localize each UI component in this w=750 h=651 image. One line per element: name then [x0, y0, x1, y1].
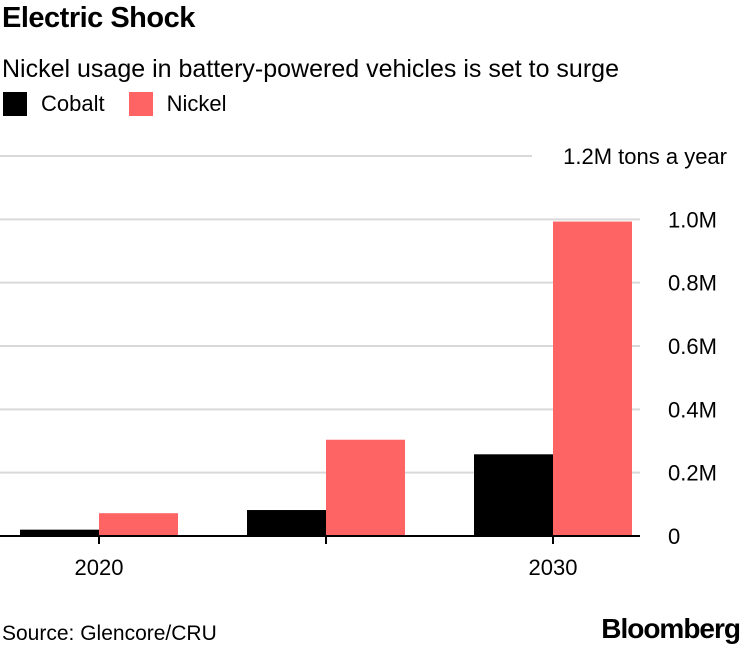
y-tick-label: 1.2M tons a year — [563, 144, 727, 169]
x-tick-label: 2030 — [529, 555, 578, 580]
y-tick-label: 0.6M — [668, 334, 717, 359]
chart-subtitle: Nickel usage in battery-powered vehicles… — [2, 55, 619, 83]
chart-title: Electric Shock — [2, 2, 195, 34]
bar-nickel-1 — [99, 513, 178, 536]
legend-label-cobalt: Cobalt — [41, 91, 105, 116]
y-tick-label: 0 — [668, 524, 680, 549]
bar-nickel-2 — [326, 439, 405, 536]
bar-cobalt-3 — [474, 454, 553, 536]
bar-cobalt-2 — [247, 510, 326, 536]
legend-swatch-cobalt — [3, 92, 27, 116]
y-tick-label: 0.4M — [668, 397, 717, 422]
y-tick-label: 0.2M — [668, 461, 717, 486]
y-tick-label: 1.0M — [668, 207, 717, 232]
x-tick-label: 2020 — [75, 555, 124, 580]
bloomberg-logo: Bloomberg — [601, 613, 741, 644]
y-tick-label: 0.8M — [668, 271, 717, 296]
legend-label-nickel: Nickel — [166, 91, 227, 116]
bar-cobalt-1 — [20, 529, 99, 536]
chart-legend: Cobalt Nickel — [3, 90, 251, 118]
legend-swatch-nickel — [128, 92, 153, 116]
legend-item-cobalt: Cobalt — [3, 91, 105, 117]
legend-item-nickel: Nickel — [128, 91, 227, 117]
source-note: Source: Glencore/CRU — [2, 622, 217, 645]
bar-nickel-3 — [553, 221, 632, 537]
